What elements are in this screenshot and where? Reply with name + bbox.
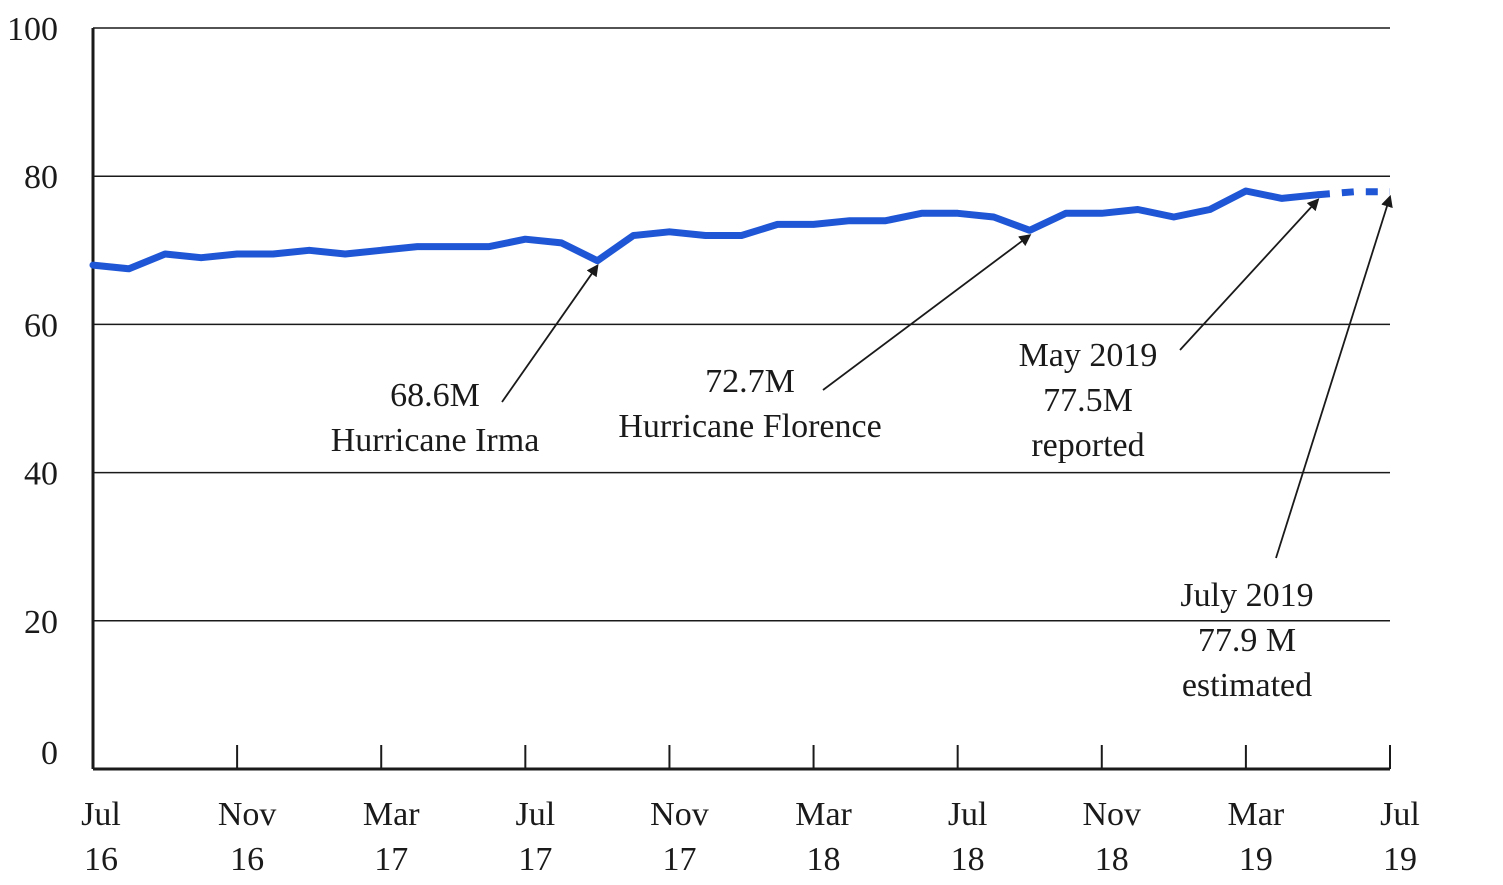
x-tick-label-month: Jul	[515, 796, 555, 833]
annotation-text: Hurricane Florence	[618, 408, 881, 445]
annotation-text: reported	[1031, 427, 1144, 464]
x-tick-label-year: 16	[84, 841, 118, 878]
x-tick-label-year: 18	[1095, 841, 1129, 878]
annotation-text: 77.5M	[1043, 382, 1133, 419]
x-tick-label-year: 18	[807, 841, 841, 878]
x-tick-label-year: 18	[951, 841, 985, 878]
x-tick-label-month: Nov	[1082, 796, 1141, 833]
annotations: 68.6M Hurricane Irma 72.7M Hurricane Floren…	[331, 194, 1393, 704]
annotation-text: estimated	[1182, 667, 1312, 704]
x-tick-label-year: 19	[1239, 841, 1273, 878]
x-tick-label-year: 17	[662, 841, 696, 878]
annotation-text: 77.9 M	[1198, 622, 1296, 659]
annotation-arrow	[1275, 194, 1393, 559]
annotation-arrow	[1179, 198, 1320, 351]
y-tick-label: 80	[24, 159, 58, 196]
series-line-solid	[89, 187, 1322, 273]
y-axis-labels: 0 20 40 60 80 100	[7, 11, 58, 772]
annotation-text: 68.6M	[390, 377, 480, 414]
x-tick-label-year: 17	[374, 841, 408, 878]
x-tick-label-month: Jul	[81, 796, 121, 833]
annotation-arrow	[822, 234, 1032, 391]
x-tick-label-year: 16	[230, 841, 264, 878]
annotation-text: May 2019	[1019, 337, 1158, 374]
annotation-arrow	[501, 264, 599, 403]
x-tick-label-month: Mar	[363, 796, 420, 833]
annotation-text: 72.7M	[705, 363, 795, 400]
x-axis-labels: Jul 16 Nov 16 Mar 17 Jul 17 Nov 17 Mar 18 Jul 18 Nov 18…	[81, 796, 1420, 878]
y-tick-label: 60	[24, 307, 58, 344]
y-tick-label: 100	[7, 11, 58, 48]
y-tick-label: 0	[41, 735, 58, 772]
x-tick-label-year: 19	[1383, 841, 1417, 878]
axes	[91, 28, 1391, 771]
x-tick-label-month: Nov	[218, 796, 277, 833]
x-tick-label-month: Jul	[1380, 796, 1420, 833]
y-tick-label: 40	[24, 456, 58, 493]
x-tick-label-year: 17	[518, 841, 552, 878]
x-tick-label-month: Mar	[1228, 796, 1285, 833]
series-lines	[89, 187, 1390, 273]
x-tick-label-month: Mar	[795, 796, 852, 833]
series-line-dashed	[1317, 188, 1390, 199]
annotation-text: Hurricane Irma	[331, 422, 540, 459]
annotation-text: July 2019	[1180, 577, 1313, 614]
x-tick-label-month: Nov	[650, 796, 709, 833]
gridlines	[93, 27, 1390, 622]
x-tick-label-month: Jul	[948, 796, 988, 833]
y-tick-label: 20	[24, 604, 58, 641]
